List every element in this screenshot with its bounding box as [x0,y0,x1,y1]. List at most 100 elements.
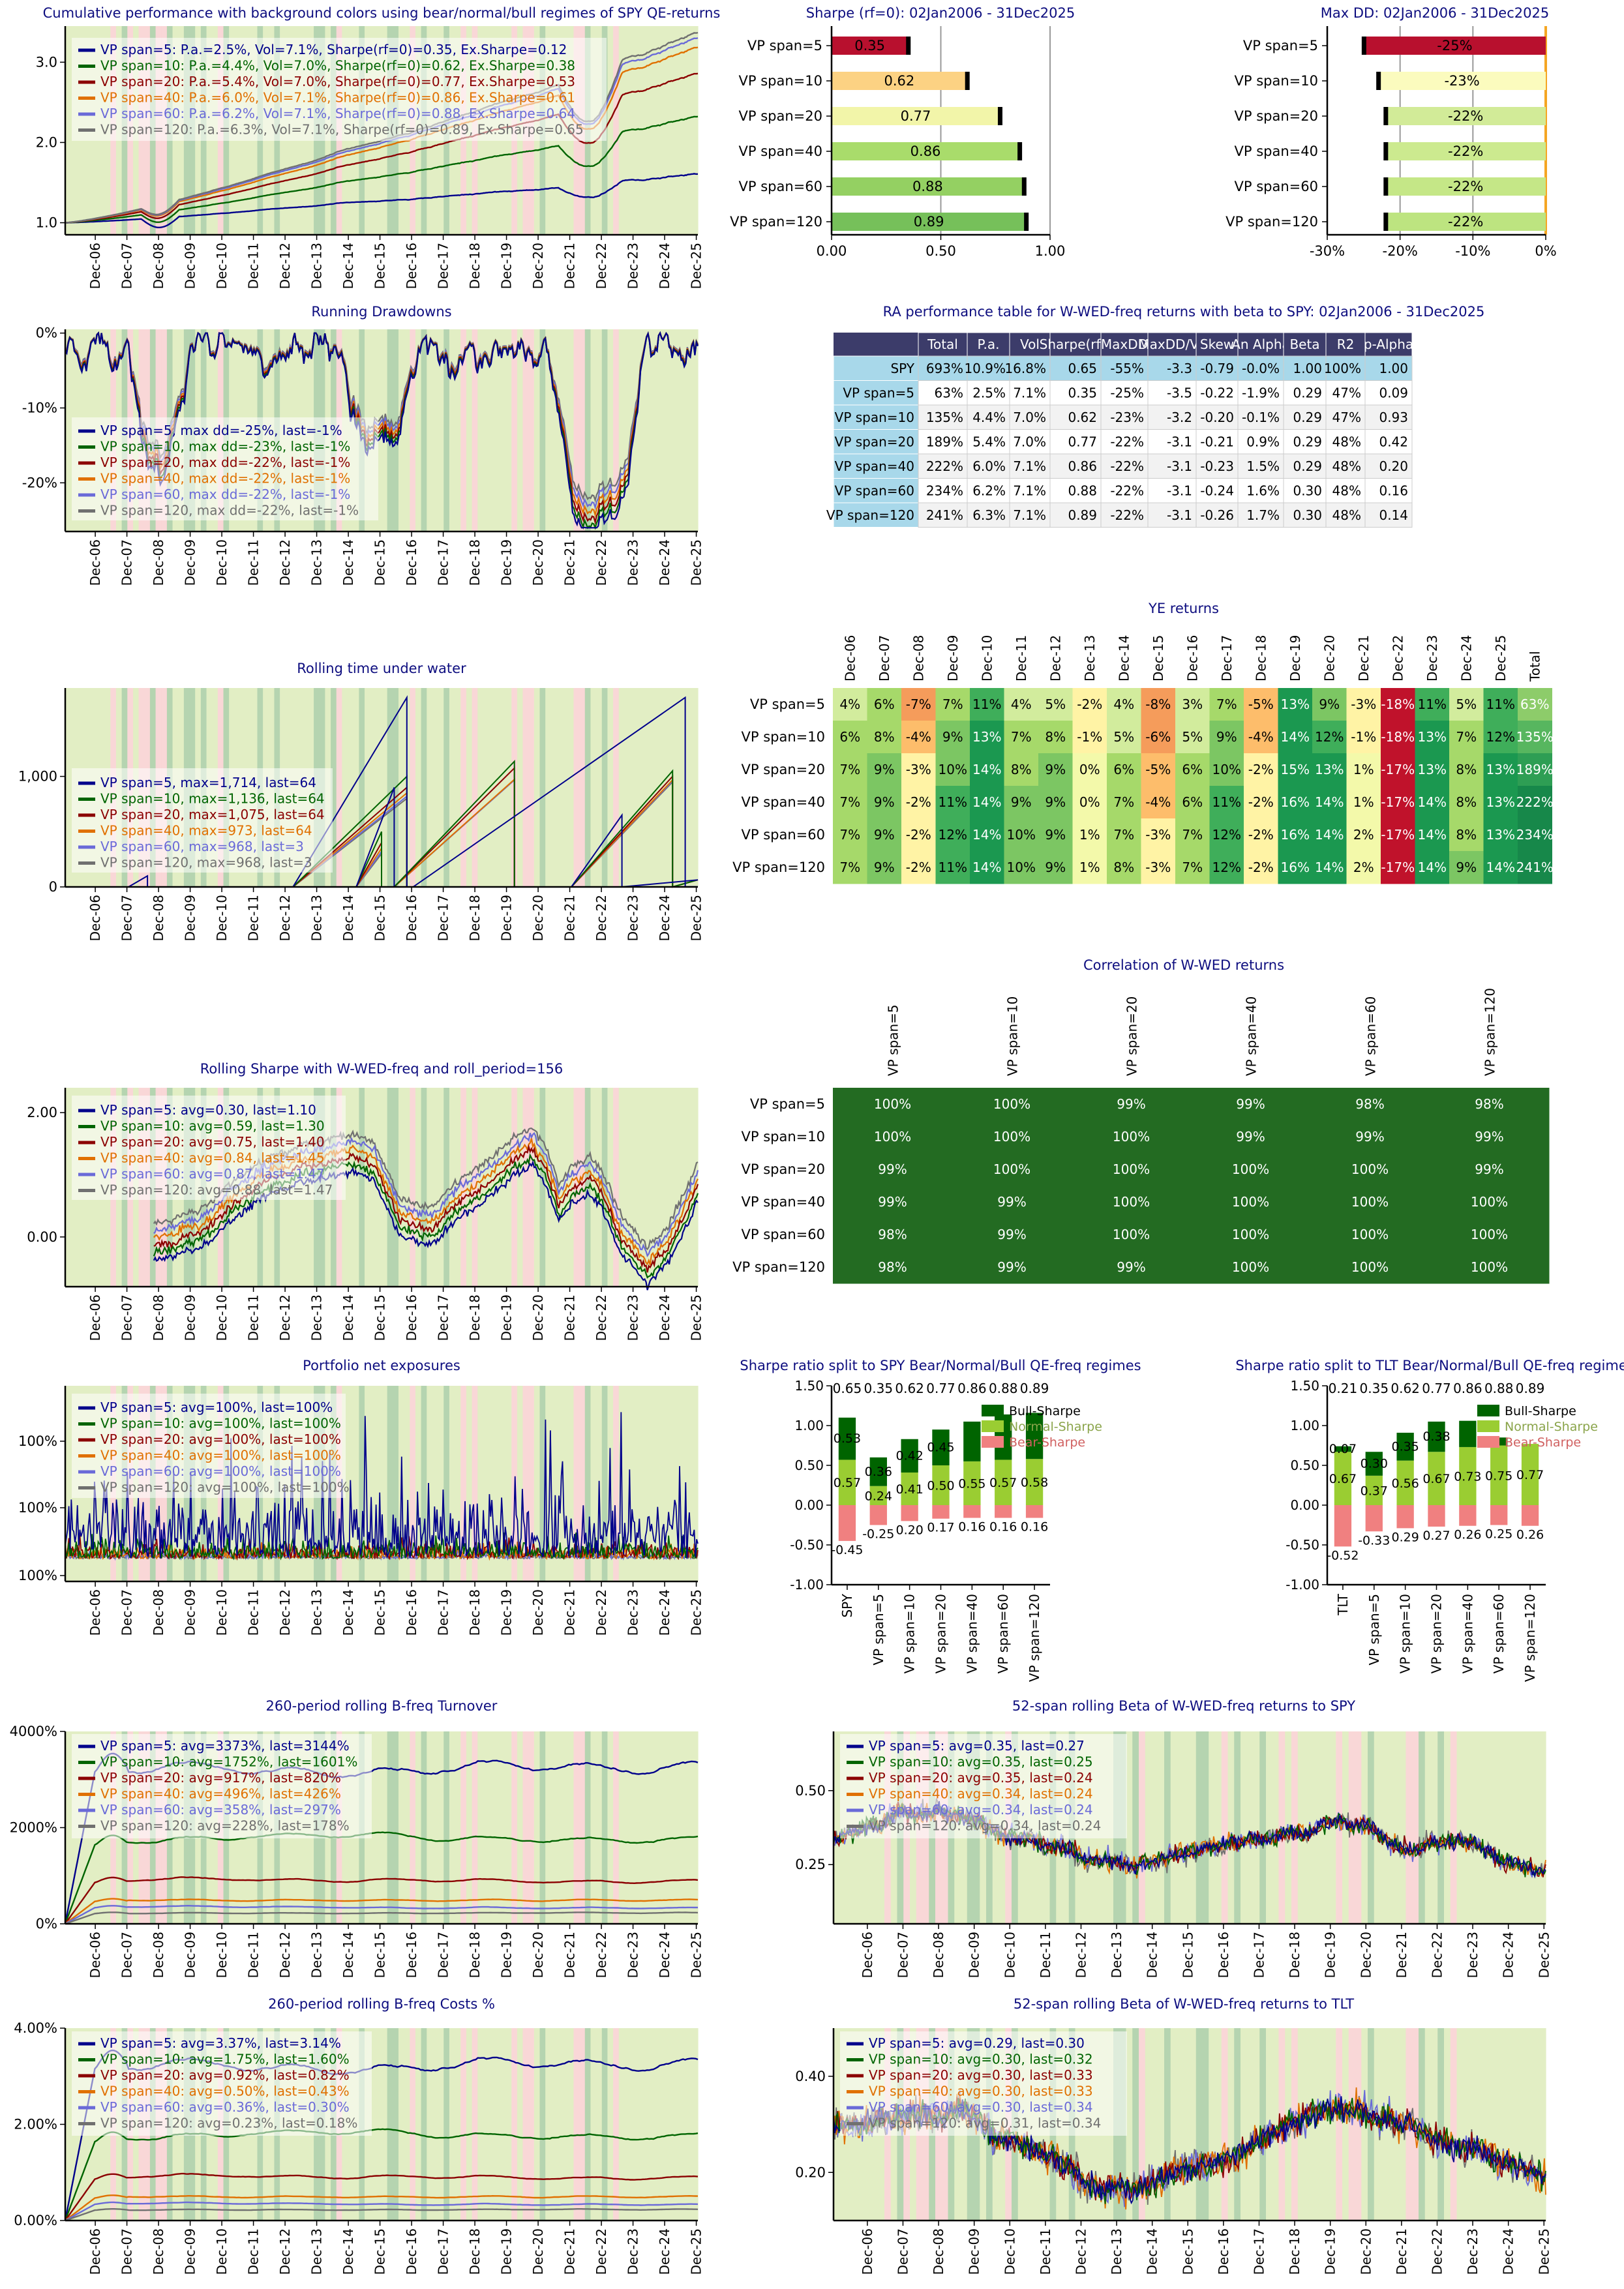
x-tick-label: Dec-18 [467,243,483,289]
regime-band [365,688,371,887]
heatmap-cell [1107,688,1141,721]
regime-band [489,688,495,887]
bar [832,177,1024,196]
regime-band [664,329,670,531]
regime-band [370,1088,376,1287]
regime-band [624,1088,631,1287]
heatmap-cell-value: 10% [1007,860,1036,875]
table-cell [967,502,1010,528]
regime-band [1380,2028,1387,2221]
legend-entry: VP span=10: avg=100%, last=100% [100,1416,341,1431]
heatmap-row-label: VP span=60 [742,1227,825,1242]
regime-band [601,1088,609,1287]
heatmap-cell-value: -3% [1145,860,1171,875]
heatmap-cell-value: 14% [972,762,1001,777]
x-tick-label: Dec-14 [1145,1932,1160,1978]
bull-value-label: 0.38 [1422,1429,1450,1444]
regime-band [681,1731,687,1924]
total-sharpe-label: 0.35 [1360,1381,1389,1396]
regime-band [652,1386,659,1581]
regime-band [410,2028,416,2221]
legend-entry: VP span=20: avg=100%, last=100% [100,1431,341,1447]
chart-title: Cumulative performance with background c… [43,5,721,21]
bear-value-label: -0.33 [1358,1533,1390,1548]
heatmap-cell-value: 100% [1232,1194,1269,1210]
legend-entry: VP span=5: avg=100%, last=100% [100,1399,333,1415]
regime-band [613,26,620,235]
legend-bg [72,1096,346,1200]
chart-title: Portfolio net exposures [303,1358,460,1373]
heatmap-cell-value: 7% [839,794,860,810]
heatmap-cell-value: 8% [1456,762,1477,777]
heatmap-cell-value: 9% [1045,794,1066,810]
regime-band [483,329,490,531]
regime-band [692,1731,699,1924]
regime-band [601,329,609,531]
regime-band [1456,2028,1464,2221]
bar-end [1383,142,1389,160]
regime-band [528,1386,535,1581]
x-tick-label: Dec-11 [246,1932,262,1978]
regime-band [1419,1731,1426,1924]
x-tick-label: Dec-20 [1358,1932,1374,1978]
heatmap-cell [1483,818,1518,852]
heatmap-cell [1310,1153,1430,1186]
chart-title: Rolling time under water [297,661,466,676]
regime-band [1514,2028,1521,2221]
table-column-header: Total [927,337,958,352]
bar-normal-sharpe [995,1459,1012,1505]
regime-band [494,688,501,887]
chart-title: 260-period rolling B-freq Costs % [268,1996,495,2012]
regime-band [579,1731,586,1924]
heatmap-cell-value: 3% [1182,696,1203,712]
regime-band [1514,1731,1521,1924]
regime-band [427,1731,433,1924]
regime-band [539,1386,546,1581]
y-tick-label: -0.50 [1286,1537,1319,1553]
regime-band [550,2028,558,2221]
regime-band [444,688,450,887]
category-label: VP span=10 [739,73,822,89]
heatmap-cell [1430,1120,1550,1154]
heatmap-column-label: Dec-07 [877,635,892,681]
heatmap-cell-value: -4% [906,729,931,745]
legend-entry: VP span=5: avg=0.30, last=1.10 [100,1102,316,1118]
y-tick-label: 4.00% [14,2020,57,2036]
chart-title: RA performance table for W-WED-freq retu… [883,304,1485,320]
bar [1385,142,1546,160]
regime-band [460,329,467,531]
heatmap-cell [1072,1088,1192,1121]
heatmap-cell [1004,786,1039,819]
category-label: VP span=120 [730,214,822,230]
bear-value-label: 0.16 [958,1520,985,1534]
table-cell-value: 0.30 [1293,483,1322,499]
heatmap-cell [1072,818,1107,852]
table-cell [1364,453,1413,479]
table-row-name: VP span=20 [835,434,914,450]
regime-band [1488,2028,1496,2221]
heatmap-cell-value: 99% [1117,1096,1145,1112]
bar [832,213,1027,231]
heatmap-cell-value: 99% [878,1194,907,1210]
regime-band [438,688,444,887]
table-cell [967,429,1010,455]
series-line [153,1159,699,1291]
table-header-cell [834,333,918,356]
regime-band [505,329,512,531]
regime-band [376,1088,382,1287]
heatmap-cell-value: 9% [1045,827,1066,843]
x-tick-label: Dec-10 [1002,2228,1017,2275]
table-cell-value: 7.1% [1013,385,1046,401]
heatmap-column-label: Dec-11 [1014,635,1029,681]
regime-band [455,1386,461,1581]
heatmap-cell-value: 98% [878,1259,907,1275]
regime-band [438,329,444,531]
heatmap-cell [1483,721,1518,754]
table-row-name: VP span=5 [843,385,914,401]
regime-band [393,1731,399,1924]
heatmap-cell [1072,786,1107,819]
regime-band [635,329,642,531]
regime-band [1355,2028,1362,2221]
table-header-cell [918,332,968,357]
bar-bull-sharpe [963,1421,981,1461]
